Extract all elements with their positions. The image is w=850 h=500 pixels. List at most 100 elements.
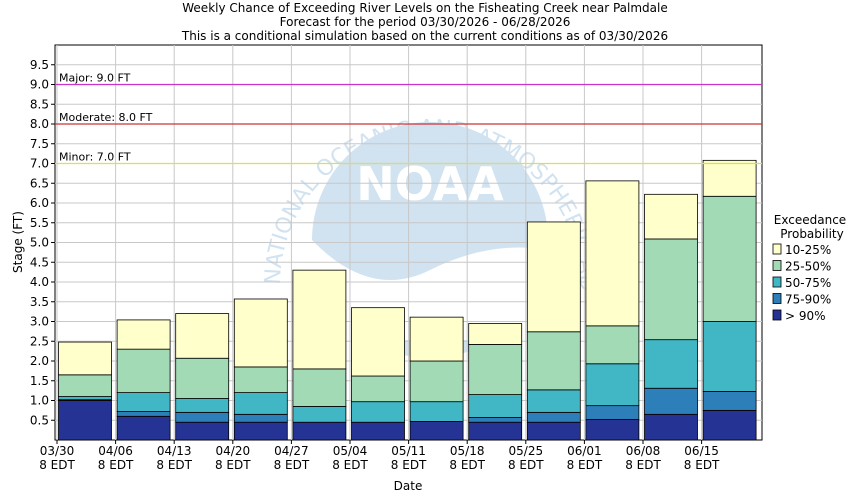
bar-segment-50-75: [233, 392, 288, 415]
bar-segment-gt90: [585, 419, 640, 441]
bar-segment-gt90: [175, 421, 230, 441]
y-tick-label: 1.0: [30, 394, 49, 408]
bar-segment-gt90: [116, 415, 171, 441]
x-tick-date: 05/04: [333, 444, 368, 458]
x-tick-time: 8 EDT: [274, 458, 310, 472]
bar-segment-50-75: [175, 398, 230, 413]
x-tick-time: 8 EDT: [332, 458, 368, 472]
bar-segment-75-90: [468, 417, 523, 423]
threshold-label: Moderate: 8.0 FT: [59, 111, 153, 124]
bar-week-06-01: [585, 180, 640, 441]
y-tick-label: 7.5: [30, 137, 49, 151]
x-tick-date: 04/06: [98, 444, 133, 458]
bar-segment-50-75: [526, 389, 581, 413]
bar-segment-25-50: [702, 195, 757, 322]
bar-segment-10-25: [116, 319, 171, 350]
y-tick-label: 1.5: [30, 374, 49, 388]
bar-segment-10-25: [351, 307, 405, 377]
bar-segment-10-25: [468, 323, 523, 345]
noaa-watermark-logo-text: NOAA: [356, 157, 504, 211]
legend: Exceedance Probability 10-25% 25-50% 50-75…: [772, 213, 846, 323]
bar-segment-gt90: [409, 421, 464, 441]
x-axis-label: Date: [394, 479, 423, 493]
y-tick-label: 8.0: [30, 117, 49, 131]
bar-segment-10-25: [58, 341, 112, 376]
bar-segment-25-50: [526, 331, 581, 391]
threshold-label: Minor: 7.0 FT: [59, 151, 131, 164]
bar-week-06-15: [702, 159, 757, 441]
bar-segment-gt90: [468, 421, 523, 441]
bar-segment-10-25: [526, 221, 581, 333]
x-tick-date: 05/25: [509, 444, 544, 458]
bar-segment-25-50: [116, 348, 171, 393]
bar-week-04-13: [175, 313, 230, 441]
y-tick-label: 3.5: [30, 295, 49, 309]
bar-segment-50-75: [644, 339, 698, 389]
bar-segment-25-50: [233, 366, 288, 393]
legend-entry-label: 75-90%: [785, 293, 831, 307]
y-tick-label: 7.0: [30, 157, 49, 171]
bar-segment-50-75: [409, 401, 464, 422]
bar-segment-gt90: [526, 421, 581, 441]
bar-segment-25-50: [292, 368, 347, 407]
y-tick-label: 8.5: [30, 97, 49, 111]
bar-segment-25-50: [409, 360, 464, 403]
legend-swatch: [772, 260, 782, 271]
legend-swatch: [772, 276, 782, 288]
x-tick-time: 8 EDT: [508, 458, 544, 472]
bar-segment-gt90: [58, 400, 112, 441]
x-tick-date: 05/18: [450, 444, 485, 458]
bar-segment-gt90: [644, 413, 698, 441]
legend-entry-label: 25-50%: [785, 260, 831, 274]
title-line-1: Weekly Chance of Exceeding River Levels …: [182, 1, 667, 15]
bar-segment-75-90: [526, 411, 581, 423]
x-tick-time: 8 EDT: [449, 458, 485, 472]
bar-segment-10-25: [233, 298, 288, 368]
bars: [58, 159, 757, 441]
title-line-2: Forecast for the period 03/30/2026 - 06/…: [280, 15, 571, 29]
bar-segment-50-75: [116, 392, 171, 412]
bar-segment-25-50: [58, 374, 112, 397]
bar-segment-75-90: [233, 413, 288, 423]
x-tick-time: 8 EDT: [215, 458, 251, 472]
bar-week-05-11: [409, 316, 464, 441]
x-tick-date: 05/11: [391, 444, 426, 458]
y-tick-label: 9.0: [30, 78, 49, 92]
bar-segment-75-90: [116, 411, 171, 417]
bar-week-05-04: [351, 307, 405, 441]
bar-segment-10-25: [585, 180, 640, 327]
bar-week-05-18: [468, 323, 523, 441]
bar-week-03-30: [58, 341, 112, 441]
bar-segment-gt90: [233, 421, 288, 441]
bar-segment-gt90: [702, 409, 757, 441]
y-axis: 0.5 1.0 1.5 2.0 2.5 3.0 3.5 4.0 4.5 5.0 5.5 6.0 6.5 7…: [30, 58, 55, 427]
x-tick-date: 04/20: [216, 444, 251, 458]
bar-segment-25-50: [175, 357, 230, 399]
bar-segment-10-25: [644, 193, 698, 240]
bar-segment-25-50: [351, 375, 405, 403]
y-tick-label: 6.5: [30, 176, 49, 190]
bar-segment-25-50: [585, 325, 640, 365]
legend-entry-label: 50-75%: [785, 276, 831, 290]
bar-segment-10-25: [702, 159, 757, 197]
title-line-3: This is a conditional simulation based o…: [181, 29, 668, 43]
bar-segment-50-75: [58, 396, 112, 401]
x-tick-date: 06/15: [684, 444, 719, 458]
bar-segment-75-90: [585, 405, 640, 420]
legend-entry-label: 10-25%: [785, 243, 831, 257]
legend-swatch: [772, 243, 782, 255]
x-tick-date: 03/30: [40, 444, 75, 458]
bar-segment-10-25: [175, 313, 230, 359]
threshold-label: Major: 9.0 FT: [59, 72, 131, 85]
x-tick-time: 8 EDT: [156, 458, 192, 472]
bar-segment-50-75: [292, 406, 347, 423]
bar-segment-75-90: [175, 411, 230, 423]
x-tick-date: 04/13: [157, 444, 192, 458]
y-tick-label: 9.5: [30, 58, 49, 72]
x-tick-date: 06/08: [626, 444, 661, 458]
x-tick-time: 8 EDT: [98, 458, 134, 472]
y-tick-label: 3.0: [30, 315, 49, 329]
bar-segment-75-90: [644, 387, 698, 415]
bar-week-06-08: [644, 193, 698, 441]
